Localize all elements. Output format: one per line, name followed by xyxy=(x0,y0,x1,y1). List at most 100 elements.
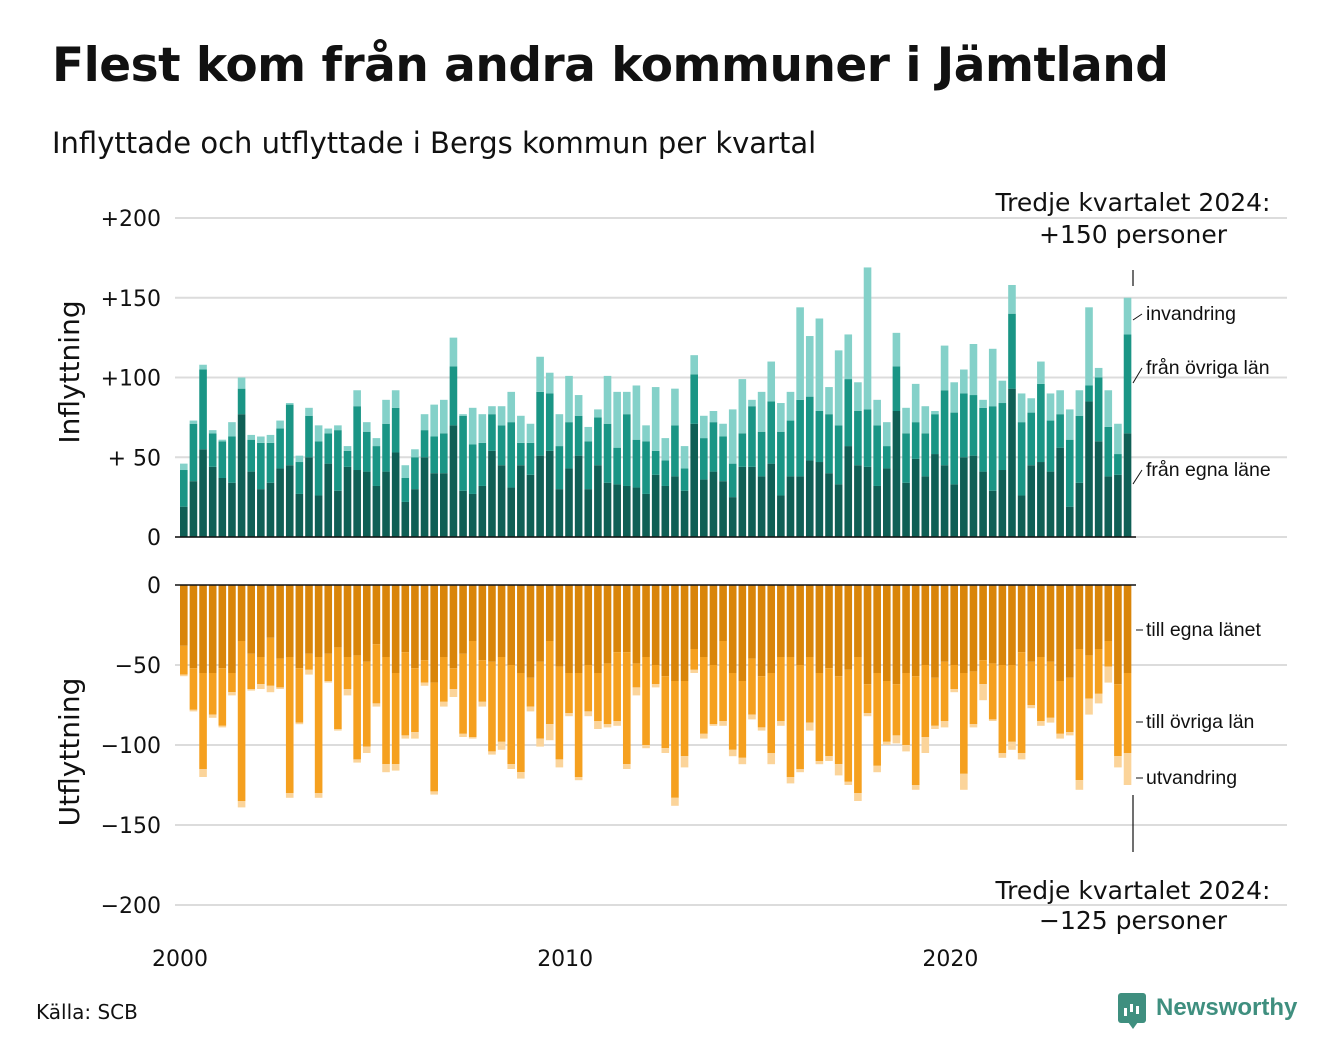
bar-out-utvandring-2007Q1 xyxy=(449,689,458,697)
bar-out-till-övriga-län-2024Q2 xyxy=(1114,684,1122,757)
bar-in-invandring-2021Q3 xyxy=(1008,284,1016,314)
bar-out-till-övriga-län-2010Q3 xyxy=(584,665,593,712)
bar-out-utvandring-2014Q3 xyxy=(738,757,747,765)
bar-out-till-egna-länet-2009Q4 xyxy=(555,585,564,667)
bar-in-från-övriga-län-2003Q3 xyxy=(314,441,323,496)
bar-out-till-egna-länet-2007Q1 xyxy=(449,585,458,669)
bar-out-till-övriga-län-2022Q1 xyxy=(1027,661,1036,705)
annotation-in-line2: +150 personer xyxy=(1039,220,1228,249)
bar-out-till-egna-länet-2012Q4 xyxy=(671,585,679,681)
bar-in-från-övriga-län-2001Q3 xyxy=(237,388,246,415)
bar-out-till-egna-länet-2020Q3 xyxy=(969,585,978,672)
bar-out-till-övriga-län-2022Q3 xyxy=(1046,661,1055,718)
bar-in-från-egna-läne-2002Q2 xyxy=(266,482,275,537)
bar-out-utvandring-2000Q1 xyxy=(180,674,188,677)
bar-out-till-övriga-län-2008Q1 xyxy=(488,661,496,752)
bar-in-från-övriga-län-2014Q3 xyxy=(738,433,747,467)
bar-out-till-egna-länet-2007Q3 xyxy=(468,585,477,641)
bar-in-invandring-2000Q2 xyxy=(189,420,198,424)
bar-in-från-övriga-län-2024Q2 xyxy=(1114,454,1122,475)
bar-in-från-övriga-län-2021Q4 xyxy=(1017,422,1026,496)
bar-in-från-egna-läne-2004Q4 xyxy=(362,471,371,537)
bar-out-utvandring-2012Q2 xyxy=(651,684,660,688)
bar-in-från-övriga-län-2005Q1 xyxy=(372,446,381,486)
bar-in-från-egna-läne-2018Q4 xyxy=(902,482,910,537)
bar-in-från-egna-läne-2015Q3 xyxy=(777,495,785,537)
bar-in-från-övriga-län-2011Q2 xyxy=(613,447,621,485)
bar-in-invandring-2021Q2 xyxy=(998,380,1007,404)
bar-out-till-övriga-län-2014Q1 xyxy=(719,641,727,721)
bar-out-till-övriga-län-2000Q3 xyxy=(199,673,207,769)
bar-in-invandring-2005Q2 xyxy=(382,399,390,424)
bar-out-utvandring-2005Q3 xyxy=(391,764,400,771)
bar-in-från-övriga-län-2017Q4 xyxy=(863,409,872,467)
bar-out-till-övriga-län-2018Q1 xyxy=(873,673,881,766)
bar-out-till-egna-länet-2010Q4 xyxy=(594,585,602,673)
bar-out-till-egna-länet-2007Q2 xyxy=(459,585,467,654)
bar-out-till-övriga-län-2006Q3 xyxy=(430,682,438,792)
bar-out-utvandring-2022Q4 xyxy=(1056,733,1064,739)
bar-in-från-övriga-län-2015Q4 xyxy=(786,420,795,477)
bar-out-till-egna-länet-2006Q4 xyxy=(440,585,448,657)
bar-in-från-egna-läne-2017Q2 xyxy=(844,446,853,537)
bar-out-till-egna-länet-2003Q4 xyxy=(324,585,333,654)
bar-out-utvandring-2006Q2 xyxy=(420,682,429,686)
bar-out-till-övriga-län-2017Q2 xyxy=(844,669,853,782)
bar-in-invandring-2009Q1 xyxy=(526,423,535,443)
bar-in-invandring-2017Q4 xyxy=(863,267,872,410)
bar-out-utvandring-2006Q3 xyxy=(430,791,438,795)
bar-in-invandring-2019Q2 xyxy=(921,406,930,434)
bar-out-utvandring-2020Q4 xyxy=(979,684,987,701)
bar-in-från-egna-läne-2003Q3 xyxy=(314,495,323,537)
bar-in-från-egna-läne-2005Q4 xyxy=(401,501,410,537)
bar-in-från-egna-läne-2009Q3 xyxy=(545,450,554,537)
bar-in-från-egna-läne-2018Q1 xyxy=(873,485,881,537)
bar-out-till-övriga-län-2019Q2 xyxy=(921,665,930,737)
bar-out-utvandring-2005Q1 xyxy=(372,703,381,707)
bar-in-från-egna-läne-2019Q2 xyxy=(921,476,930,537)
bar-out-till-egna-länet-2015Q4 xyxy=(786,585,795,657)
series-label-out-2: utvandring xyxy=(1146,767,1237,789)
bar-out-till-egna-länet-2012Q2 xyxy=(651,585,660,665)
bar-in-invandring-2015Q1 xyxy=(757,391,766,432)
bar-in-från-övriga-län-2014Q2 xyxy=(728,463,737,498)
bar-out-till-övriga-län-2002Q1 xyxy=(257,657,265,685)
bar-in-från-övriga-län-2017Q3 xyxy=(854,411,862,466)
bar-in-från-övriga-län-2023Q1 xyxy=(1065,439,1074,507)
bar-out-utvandring-2023Q3 xyxy=(1085,698,1093,715)
bar-in-invandring-2006Q1 xyxy=(411,449,419,458)
bar-out-till-övriga-län-2024Q1 xyxy=(1104,641,1113,667)
bar-in-invandring-2008Q4 xyxy=(517,415,525,443)
bar-out-till-egna-länet-2022Q3 xyxy=(1046,585,1055,662)
bar-in-från-egna-läne-2013Q3 xyxy=(700,479,708,537)
bar-in-från-övriga-län-2021Q2 xyxy=(998,403,1007,471)
bar-out-till-övriga-län-2008Q2 xyxy=(497,657,506,742)
bar-in-från-egna-läne-2007Q2 xyxy=(459,490,467,538)
bar-out-till-egna-länet-2021Q4 xyxy=(1017,585,1026,653)
bar-out-till-egna-länet-2017Q2 xyxy=(844,585,853,670)
bar-out-utvandring-2003Q1 xyxy=(295,722,304,725)
bar-out-till-övriga-län-2019Q4 xyxy=(940,661,949,721)
bar-in-från-övriga-län-2010Q4 xyxy=(594,417,602,466)
bar-out-till-övriga-län-2023Q3 xyxy=(1085,655,1093,699)
bar-out-till-egna-länet-2000Q2 xyxy=(189,585,198,669)
bar-in-från-egna-läne-2010Q1 xyxy=(565,468,573,537)
bar-out-till-egna-länet-2010Q1 xyxy=(565,585,573,673)
bar-out-till-egna-länet-2005Q2 xyxy=(382,585,390,657)
bar-out-utvandring-2024Q3 xyxy=(1123,753,1132,785)
bar-in-invandring-2008Q2 xyxy=(497,406,506,426)
bar-in-invandring-2004Q1 xyxy=(334,425,342,431)
bar-in-från-egna-läne-2017Q4 xyxy=(863,466,872,537)
newsworthy-logo-icon xyxy=(1118,993,1146,1029)
bar-out-utvandring-2023Q1 xyxy=(1065,732,1074,736)
bar-out-utvandring-2009Q4 xyxy=(555,759,564,768)
bar-out-till-egna-länet-2003Q1 xyxy=(295,585,304,669)
bar-in-från-egna-läne-2023Q1 xyxy=(1065,506,1074,537)
bar-out-till-övriga-län-2018Q2 xyxy=(882,681,891,742)
yaxis-title-in: Inflyttning xyxy=(53,300,86,443)
bar-in-invandring-2002Q4 xyxy=(285,403,294,405)
bar-in-från-egna-läne-2020Q1 xyxy=(950,484,958,537)
bar-in-invandring-2005Q1 xyxy=(372,438,381,447)
bar-in-invandring-2011Q2 xyxy=(613,391,621,448)
bar-out-till-egna-länet-2022Q1 xyxy=(1027,585,1036,662)
